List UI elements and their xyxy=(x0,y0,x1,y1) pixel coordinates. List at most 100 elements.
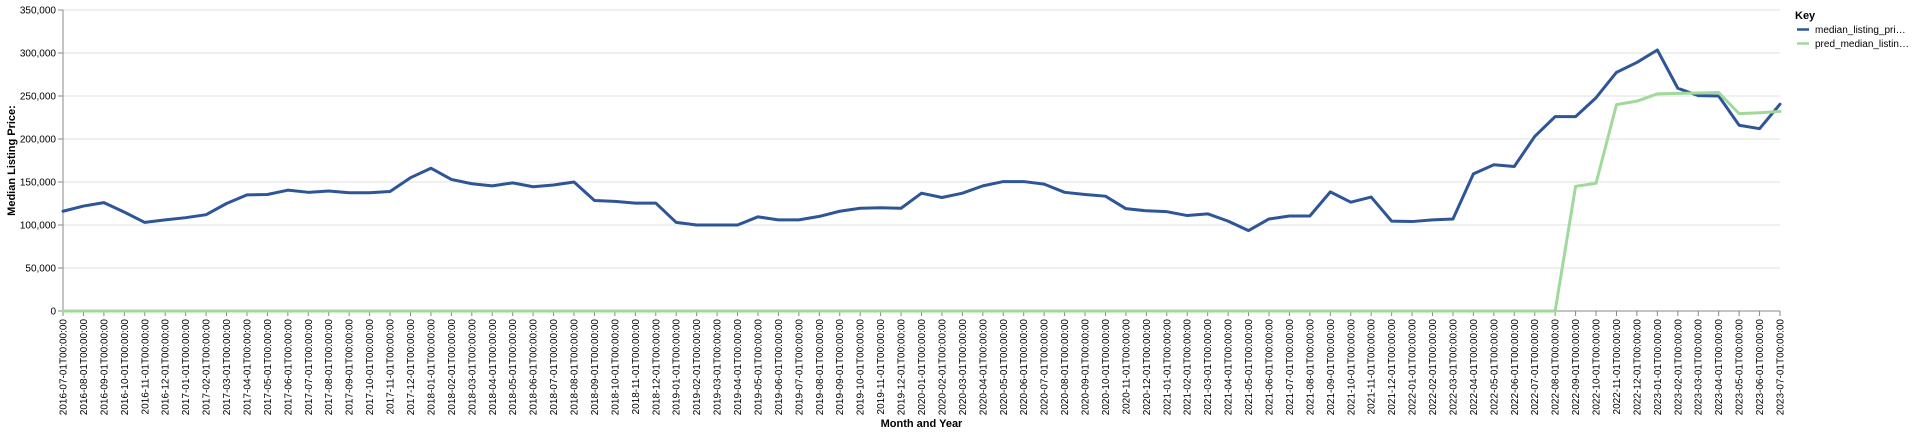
x-tick-label: 2016-08-01T00:00:00 xyxy=(79,319,90,416)
data-point xyxy=(1023,181,1025,183)
data-point xyxy=(369,192,371,194)
data-point xyxy=(82,310,84,312)
x-tick-label: 2020-04-01T00:00:00 xyxy=(978,319,989,416)
x-tick-label: 2018-03-01T00:00:00 xyxy=(467,319,478,416)
x-tick-label: 2019-07-01T00:00:00 xyxy=(794,319,805,416)
x-tick-label: 2021-05-01T00:00:00 xyxy=(1244,319,1255,416)
x-tick-label: 2016-11-01T00:00:00 xyxy=(140,319,151,415)
data-point xyxy=(1391,310,1393,312)
data-point xyxy=(1759,112,1761,114)
data-point xyxy=(1534,135,1536,137)
data-point xyxy=(1268,218,1270,220)
data-point xyxy=(491,185,493,187)
y-tick-label: 100,000 xyxy=(20,221,57,232)
data-point xyxy=(307,310,309,312)
data-point xyxy=(1329,310,1331,312)
data-point xyxy=(921,310,923,312)
data-point xyxy=(430,310,432,312)
data-point xyxy=(164,219,166,221)
data-point xyxy=(409,310,411,312)
data-point xyxy=(430,167,432,169)
data-point xyxy=(1677,87,1679,89)
x-tick-label: 2017-02-01T00:00:00 xyxy=(202,319,213,416)
x-tick-label: 2022-06-01T00:00:00 xyxy=(1510,319,1521,416)
x-tick-label: 2018-07-01T00:00:00 xyxy=(549,319,560,416)
x-tick-label: 2021-04-01T00:00:00 xyxy=(1224,319,1235,416)
y-axis-title: Median Listing Price: xyxy=(6,105,18,216)
data-point xyxy=(655,310,657,312)
y-tick-label: 0 xyxy=(50,307,56,318)
data-point xyxy=(1248,310,1250,312)
y-tick-label: 250,000 xyxy=(20,92,57,103)
data-point xyxy=(573,181,575,183)
data-point xyxy=(941,310,943,312)
x-tick-label: 2019-08-01T00:00:00 xyxy=(815,319,826,416)
data-point xyxy=(144,310,146,312)
data-point xyxy=(369,310,371,312)
data-point xyxy=(716,310,718,312)
x-tick-label: 2018-10-01T00:00:00 xyxy=(610,319,621,416)
data-point xyxy=(471,310,473,312)
data-point xyxy=(553,184,555,186)
x-tick-label: 2019-04-01T00:00:00 xyxy=(733,319,744,416)
x-tick-label: 2020-06-01T00:00:00 xyxy=(1019,319,1030,416)
data-point xyxy=(512,310,514,312)
data-point xyxy=(287,189,289,191)
data-point xyxy=(1493,310,1495,312)
data-point xyxy=(859,310,861,312)
series-line xyxy=(61,48,1782,233)
data-point xyxy=(1227,310,1229,312)
data-point xyxy=(818,215,820,217)
data-point xyxy=(900,310,902,312)
data-point xyxy=(777,310,779,312)
data-point xyxy=(82,205,84,207)
series-lines xyxy=(61,48,1782,313)
x-tick-label: 2021-12-01T00:00:00 xyxy=(1387,319,1398,416)
data-point xyxy=(1759,128,1761,130)
data-point xyxy=(1370,196,1372,198)
data-point xyxy=(103,202,105,204)
data-point xyxy=(839,210,841,212)
data-point xyxy=(1023,310,1025,312)
data-point xyxy=(307,191,309,193)
data-point xyxy=(1064,191,1066,193)
x-tick-label: 2019-01-01T00:00:00 xyxy=(672,319,683,416)
data-point xyxy=(1227,220,1229,222)
legend-label: pred_median_listin… xyxy=(1815,39,1909,50)
data-point xyxy=(1391,220,1393,222)
data-point xyxy=(1595,97,1597,99)
data-point xyxy=(1534,310,1536,312)
data-point xyxy=(1432,219,1434,221)
data-point xyxy=(798,219,800,221)
x-tick-label: 2023-02-01T00:00:00 xyxy=(1673,319,1684,416)
x-tick-label: 2018-02-01T00:00:00 xyxy=(447,319,458,416)
data-point xyxy=(1575,116,1577,118)
data-point xyxy=(1472,173,1474,175)
data-point xyxy=(1309,310,1311,312)
data-point xyxy=(512,182,514,184)
data-point xyxy=(1145,310,1147,312)
data-point xyxy=(696,310,698,312)
data-point xyxy=(1350,310,1352,312)
x-tick-label: 2022-12-01T00:00:00 xyxy=(1632,319,1643,416)
x-tick-label: 2020-03-01T00:00:00 xyxy=(958,319,969,416)
x-tick-label: 2020-09-01T00:00:00 xyxy=(1081,319,1092,416)
data-point xyxy=(144,221,146,223)
x-tick-label: 2018-05-01T00:00:00 xyxy=(508,319,519,416)
x-tick-label: 2022-02-01T00:00:00 xyxy=(1428,319,1439,416)
x-tick-label: 2021-01-01T00:00:00 xyxy=(1162,319,1173,416)
x-axis-title: Month and Year xyxy=(881,418,963,430)
data-point xyxy=(675,310,677,312)
x-tick-label: 2017-04-01T00:00:00 xyxy=(242,319,253,416)
y-tick-label: 200,000 xyxy=(20,135,57,146)
data-point xyxy=(1779,103,1781,105)
series-1 xyxy=(61,48,1782,233)
data-point xyxy=(226,203,228,205)
data-point xyxy=(1779,110,1781,112)
x-tick-label: 2021-03-01T00:00:00 xyxy=(1203,319,1214,416)
data-point xyxy=(1677,92,1679,94)
data-point xyxy=(409,177,411,179)
data-point xyxy=(1513,166,1515,168)
data-point xyxy=(226,310,228,312)
